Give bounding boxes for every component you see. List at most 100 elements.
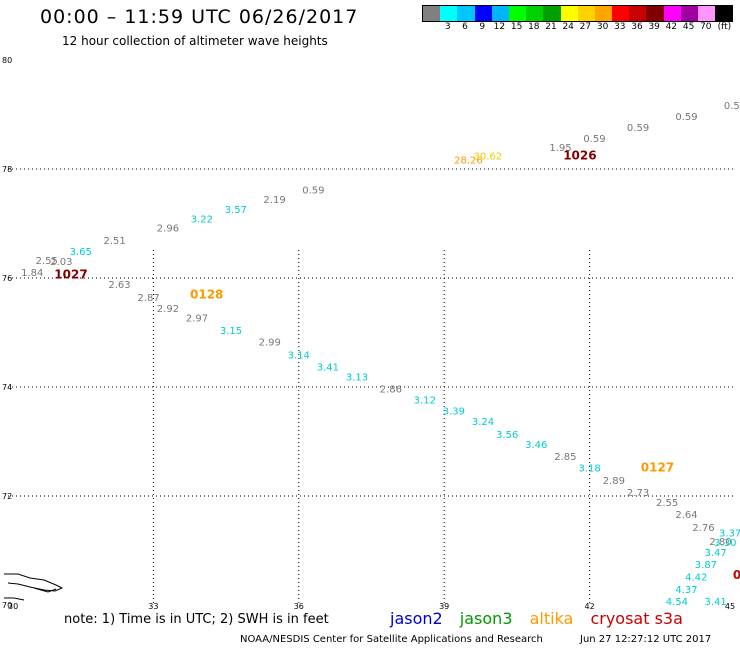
pass-time-label: 1027 bbox=[54, 268, 87, 282]
lon-tick-label: 42 bbox=[585, 602, 595, 611]
wave-height-label: 3.47 bbox=[704, 548, 726, 559]
color-swatch bbox=[560, 6, 578, 21]
wave-height-label: 4.54 bbox=[666, 597, 688, 608]
map-grid bbox=[8, 168, 735, 605]
wave-height-label: 2.64 bbox=[675, 510, 697, 521]
lat-tick-label: 76 bbox=[2, 274, 12, 283]
lon-tick-label: 36 bbox=[294, 602, 304, 611]
lon-tick-label: 45 bbox=[725, 602, 735, 611]
wave-height-label: 2.63 bbox=[108, 280, 130, 291]
wave-height-label: 2.51 bbox=[103, 236, 125, 247]
credit-text: NOAA/NESDIS Center for Satellite Applica… bbox=[240, 634, 543, 645]
color-swatch bbox=[612, 6, 630, 21]
lat-tick-label: 70 bbox=[2, 601, 12, 610]
wave-height-label: 2.03 bbox=[50, 257, 72, 268]
wave-height-label: 2.86 bbox=[380, 384, 402, 395]
wave-height-label: 3.46 bbox=[525, 440, 547, 451]
wave-height-label: 2.92 bbox=[157, 304, 179, 315]
wave-height-label: 0.59 bbox=[724, 101, 740, 112]
wave-height-label: 2.96 bbox=[157, 224, 179, 235]
legend-jason3: jason3 bbox=[459, 609, 513, 628]
wave-height-label: 2.55 bbox=[36, 256, 58, 267]
wave-height-label: 2.99 bbox=[259, 338, 281, 349]
color-scale-label: 45 bbox=[682, 22, 695, 32]
lat-tick-label: 78 bbox=[2, 165, 12, 174]
color-swatch bbox=[698, 6, 716, 21]
wave-height-label: 28.26 bbox=[454, 156, 483, 167]
color-swatch bbox=[457, 6, 475, 21]
color-scale-label: 33 bbox=[614, 22, 626, 32]
wave-height-label: 3.87 bbox=[695, 560, 717, 571]
wave-height-label: 2.73 bbox=[627, 488, 649, 499]
color-swatch bbox=[526, 6, 544, 21]
color-swatch bbox=[508, 6, 527, 21]
wave-height-label: 3.57 bbox=[225, 205, 247, 216]
wave-height-label: 3.15 bbox=[220, 326, 242, 337]
wave-height-label: 1.84 bbox=[21, 268, 43, 279]
color-scale-label: 12 bbox=[493, 22, 506, 32]
lon-tick-label: 39 bbox=[439, 602, 449, 611]
wave-height-label: 3.22 bbox=[191, 214, 213, 225]
color-scale-label: 27 bbox=[579, 22, 592, 32]
wave-height-label: 2.97 bbox=[186, 314, 208, 325]
legend-jason2: jason2 bbox=[390, 609, 443, 628]
wave-height-label: 2.19 bbox=[263, 195, 285, 206]
color-scale-label: 39 bbox=[648, 22, 660, 32]
measurement-labels: 1.842.552.033.652.512.963.223.572.190.59… bbox=[21, 101, 740, 608]
color-scale-label: 70 bbox=[700, 22, 712, 32]
color-scale-label: 18 bbox=[528, 22, 540, 32]
lat-tick-label: 74 bbox=[2, 383, 12, 392]
color-scale-label: 15 bbox=[510, 22, 523, 32]
color-swatch bbox=[715, 6, 733, 21]
wave-height-label: 2.80 bbox=[709, 537, 731, 548]
wave-height-label: 4.37 bbox=[675, 585, 697, 596]
color-swatch bbox=[680, 6, 698, 21]
legend-cryosat: cryosat s3a bbox=[590, 609, 683, 628]
map-title: 00:00 – 11:59 UTC 06/26/2017 bbox=[40, 6, 359, 28]
lon-tick-label: 30 bbox=[8, 602, 18, 611]
color-scale-bar bbox=[422, 5, 734, 22]
lat-tick-label: 72 bbox=[2, 492, 12, 501]
color-swatch bbox=[577, 6, 595, 21]
color-scale-label: 21 bbox=[545, 22, 557, 32]
color-scale-label: 9 bbox=[479, 22, 486, 32]
color-swatch bbox=[423, 6, 441, 21]
color-swatch bbox=[594, 6, 613, 21]
wave-height-label: 2.89 bbox=[603, 476, 625, 487]
wave-height-label: 2.85 bbox=[554, 452, 576, 463]
wave-height-label: 2.55 bbox=[656, 498, 678, 509]
color-scale-label: 42 bbox=[665, 22, 678, 32]
color-swatch bbox=[629, 6, 647, 21]
wave-height-label: 3.18 bbox=[578, 463, 600, 474]
wave-height-label: 3.41 bbox=[704, 597, 726, 608]
color-scale-label: 36 bbox=[631, 22, 643, 32]
wave-height-label: 2.87 bbox=[137, 293, 159, 304]
color-scale-label: 24 bbox=[562, 22, 574, 32]
wave-height-label: 0.59 bbox=[627, 123, 649, 134]
wave-height-label: 3.13 bbox=[346, 372, 368, 383]
legend-altika: altika bbox=[529, 609, 574, 628]
wave-height-label: 3.56 bbox=[496, 430, 518, 441]
wave-height-label: 3.65 bbox=[70, 247, 92, 258]
wave-height-label: 2.76 bbox=[692, 523, 714, 534]
footnote: note: 1) Time is in UTC; 2) SWH is in fe… bbox=[64, 612, 329, 627]
satellite-legend: jason2 jason3 altika cryosat s3a bbox=[390, 609, 695, 628]
wave-height-label: 3.39 bbox=[443, 406, 465, 417]
wave-height-label: 3.24 bbox=[472, 417, 494, 428]
lon-tick-label: 33 bbox=[148, 602, 158, 611]
pass-time-label: 0455 bbox=[733, 568, 740, 582]
color-swatch bbox=[663, 6, 681, 21]
color-scale-labels: 3 6 9 12 15 18 21 24 27 30 33 36 39 42 45 70 (ft) bbox=[422, 22, 740, 34]
wave-height-label: 30.62 bbox=[473, 152, 502, 163]
wave-height-label: 3.30 bbox=[714, 538, 736, 549]
wave-height-label: 3.12 bbox=[414, 395, 436, 406]
wave-height-label: 1.95 bbox=[549, 143, 571, 154]
color-swatch bbox=[440, 6, 458, 21]
wave-height-label: 4.42 bbox=[685, 572, 707, 583]
wave-height-label: 0.59 bbox=[675, 112, 697, 123]
pass-time-label: 1026 bbox=[563, 149, 596, 163]
coastline bbox=[4, 573, 64, 601]
wave-height-label: 0.59 bbox=[302, 186, 324, 197]
